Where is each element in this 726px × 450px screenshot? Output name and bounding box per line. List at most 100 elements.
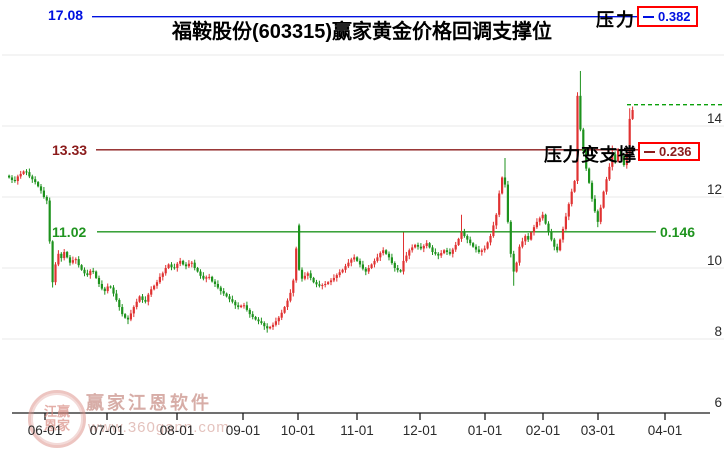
candle-body	[274, 321, 277, 325]
candle-body	[167, 264, 170, 268]
candle-body	[454, 244, 457, 250]
mid-price-label: 13.33	[52, 142, 88, 158]
candle-body	[469, 239, 472, 244]
candle-body	[234, 301, 237, 306]
candle-body	[390, 257, 393, 264]
candle-body	[95, 271, 98, 278]
candle-body	[596, 211, 599, 222]
x-axis-label: 10-01	[280, 423, 316, 438]
candle-body	[92, 270, 95, 272]
candle-body	[170, 264, 173, 268]
support-ratio-value: 0.146	[660, 224, 696, 240]
candle-body	[295, 248, 298, 281]
candle-body	[242, 305, 246, 307]
x-axis-label: 12-01	[402, 423, 438, 438]
candle-body	[292, 280, 295, 293]
candle-body	[382, 250, 385, 254]
candle-body	[524, 236, 527, 242]
candle-body	[298, 225, 301, 270]
candle-body	[379, 253, 382, 258]
candle-body	[590, 182, 594, 199]
candle-body	[422, 245, 425, 249]
candle-body	[495, 214, 498, 226]
candle-body	[144, 299, 147, 302]
candle-body	[341, 269, 344, 273]
candle-body	[25, 171, 28, 173]
candle-body	[19, 173, 22, 177]
candle-body	[248, 309, 251, 315]
candle-body	[532, 227, 536, 233]
candle-body	[31, 176, 34, 180]
candle-body	[579, 95, 582, 130]
candle-body	[414, 244, 417, 248]
candle-body	[576, 95, 579, 182]
candle-body	[86, 273, 89, 276]
candle-body	[16, 176, 19, 182]
candle-body	[387, 253, 391, 258]
candle-body	[585, 150, 588, 169]
candle-body	[60, 253, 63, 259]
candle-body	[329, 280, 333, 283]
candle-body	[593, 198, 596, 212]
y-axis-label: 6	[714, 395, 722, 410]
candle-body	[358, 260, 362, 265]
candle-body	[202, 275, 205, 279]
candle-body	[561, 228, 565, 240]
candle-body	[617, 149, 620, 162]
x-axis-label: 08-01	[159, 423, 195, 438]
candle-body	[350, 259, 353, 263]
candle-body	[153, 285, 156, 290]
candle-body	[321, 285, 324, 287]
candle-body	[527, 236, 530, 240]
candle-body	[608, 166, 611, 180]
candle-body	[547, 223, 550, 233]
candle-body	[477, 249, 480, 253]
candle-body	[77, 259, 80, 266]
candle-body	[364, 268, 367, 272]
candle-body	[28, 172, 31, 177]
candle-body	[335, 275, 338, 278]
candle-body	[628, 118, 631, 153]
y-axis-label: 10	[706, 253, 722, 268]
candle-body	[411, 247, 414, 251]
candle-body	[367, 268, 370, 272]
candle-body	[318, 284, 321, 286]
candle-body	[280, 312, 283, 318]
candle-body	[338, 272, 341, 276]
candle-body	[121, 307, 124, 315]
candle-body	[54, 264, 57, 283]
candle-body	[353, 257, 356, 260]
candle-body	[68, 257, 72, 263]
candle-body	[63, 252, 66, 259]
candle-body	[582, 129, 585, 151]
candle-body	[445, 250, 449, 253]
candle-body	[550, 232, 553, 240]
watermark-url: www.360gann.com	[88, 419, 230, 436]
candle-body	[408, 250, 411, 256]
candle-body	[196, 268, 199, 272]
candle-body	[8, 175, 11, 178]
candle-body	[614, 154, 617, 162]
candle-body	[385, 250, 388, 254]
resistance-ratio-box: 0.382	[637, 6, 698, 27]
candle-body	[237, 305, 240, 308]
candle-body	[501, 177, 504, 194]
watermark-seal-logo: 江赢 恩家	[28, 390, 86, 448]
candle-body	[286, 300, 289, 308]
candle-body	[225, 293, 228, 297]
candle-body	[283, 307, 286, 313]
candle-body	[269, 326, 272, 329]
candle-body	[460, 232, 463, 239]
candle-body	[251, 314, 254, 317]
candle-body	[126, 317, 130, 320]
candle-body	[466, 236, 469, 240]
candle-body	[289, 292, 292, 301]
candle-body	[483, 248, 486, 251]
candle-body	[431, 247, 434, 253]
candle-body	[327, 282, 330, 284]
candle-body	[42, 190, 45, 197]
x-axis-label: 03-01	[580, 423, 616, 438]
candle-body	[509, 221, 512, 254]
candle-body	[347, 262, 350, 267]
candle-body	[535, 221, 538, 228]
